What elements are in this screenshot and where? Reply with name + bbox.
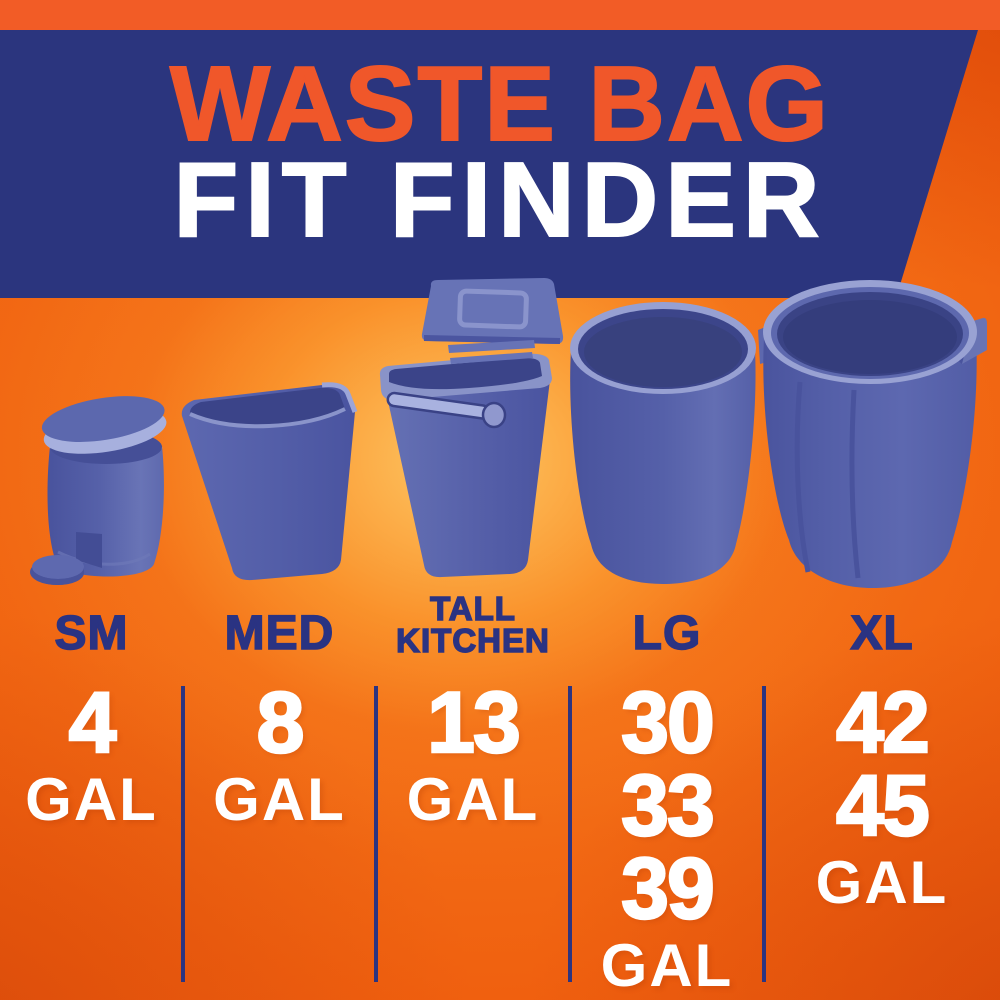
gal-value: 45	[835, 758, 931, 854]
gal-value: 30	[620, 675, 716, 771]
gallons-sm: 4 GAL	[0, 675, 183, 833]
size-label-med: MED	[183, 585, 376, 660]
gallons-med: 8 GAL	[183, 675, 376, 833]
column-divider	[568, 686, 572, 982]
title-line-1: WASTE BAG	[169, 45, 830, 163]
gal-unit: GAL	[213, 766, 346, 833]
column-med: MED 8 GAL	[183, 585, 376, 1000]
gal-unit: GAL	[815, 849, 949, 916]
size-label-text: XL	[850, 607, 914, 660]
size-label-sm: SM	[0, 585, 183, 660]
gal-value: 33	[620, 758, 716, 854]
column-divider	[762, 686, 766, 982]
round-trash-can-icon	[570, 302, 756, 584]
gallons-lg: 30 33 39 GAL	[570, 675, 764, 999]
gal-unit: GAL	[406, 766, 540, 833]
size-label-tall-kitchen: TALL KITCHEN	[376, 585, 570, 659]
top-orange-strip	[0, 0, 1000, 30]
gal-value: 8	[255, 675, 305, 771]
column-tall-kitchen: TALL KITCHEN 13 GAL	[376, 585, 570, 1000]
size-label-xl: XL	[764, 585, 1000, 660]
size-label-text: MED	[224, 607, 335, 660]
column-lg: LG 30 33 39 GAL	[570, 585, 764, 1000]
size-label-text: KITCHEN	[395, 622, 550, 659]
size-label-text: SM	[54, 607, 129, 660]
column-sm: SM 4 GAL	[0, 585, 183, 1000]
xl-trash-can-with-handles-icon	[758, 280, 987, 588]
page-title: WASTE BAG FIT FINDER	[0, 45, 978, 259]
gal-unit: GAL	[25, 766, 158, 833]
wastebasket-icon	[181, 382, 358, 581]
gal-unit: GAL	[600, 932, 734, 999]
gal-value: 39	[620, 841, 716, 937]
gallons-tall-kitchen: 13 GAL	[376, 675, 570, 833]
column-divider	[374, 686, 378, 982]
title-banner: WASTE BAG FIT FINDER	[0, 30, 978, 298]
column-xl: XL 42 45 GAL	[764, 585, 1000, 1000]
size-label-lg: LG	[570, 585, 764, 660]
step-pedal-can-icon	[30, 396, 167, 585]
title-line-2: FIT FINDER	[173, 141, 827, 259]
tall-kitchen-can-icon	[379, 278, 564, 578]
size-label-text: TALL	[429, 590, 516, 627]
gal-value: 42	[835, 675, 931, 771]
size-label-text: LG	[632, 607, 702, 660]
gallons-xl: 42 45 GAL	[764, 675, 1000, 916]
column-divider	[181, 686, 185, 982]
gal-value: 4	[67, 675, 117, 771]
gal-value: 13	[426, 675, 522, 771]
